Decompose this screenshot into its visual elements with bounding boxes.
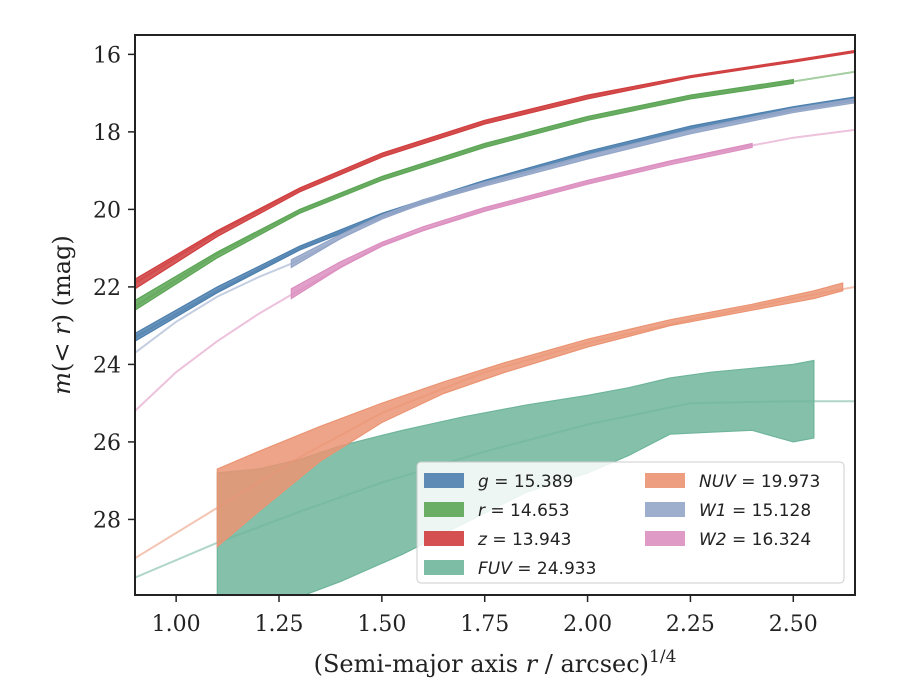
- legend-box: [416, 461, 845, 584]
- legend-swatch-nuv: [645, 473, 685, 488]
- legend-swatch-fuv: [424, 560, 464, 575]
- x-tick-label: 1.75: [460, 612, 509, 637]
- legend: g = 15.389 r = 14.653 z = 13.943 FUV = 24.9…: [416, 461, 845, 584]
- y-tick-label: 16: [93, 43, 121, 68]
- legend-label-w2: W2 = 16.324: [699, 530, 811, 550]
- y-tick-label: 20: [93, 198, 121, 223]
- legend-label-z: z = 13.943: [477, 530, 571, 550]
- legend-label-w1: W1 = 15.128: [699, 501, 811, 521]
- legend-swatch-z: [424, 531, 464, 546]
- legend-label-fuv: FUV = 24.933: [478, 559, 596, 579]
- x-tick-label: 1.50: [357, 612, 406, 637]
- plot-frame: [134, 34, 856, 596]
- series-w1-band: [290, 98, 855, 269]
- y-tick-label: 22: [93, 276, 121, 301]
- series-w1: [135, 98, 855, 354]
- x-tick-label: 2.00: [563, 612, 612, 637]
- x-tick-label: 1.25: [255, 612, 304, 637]
- legend-label-r: r = 14.653: [478, 501, 570, 521]
- series-g-band: [135, 96, 855, 342]
- x-axis: 1.00 1.25 1.50 1.75 2.00 2.25 2.50: [152, 595, 818, 637]
- y-axis-title: m(< r) (mag): [48, 235, 76, 395]
- legend-swatch-g: [424, 473, 464, 488]
- y-tick-label: 28: [93, 508, 121, 533]
- series-nuv-band: [216, 282, 844, 548]
- series-z: [135, 49, 855, 290]
- series-r: [135, 70, 855, 311]
- series-z-band: [135, 49, 855, 290]
- legend-label-g: g = 15.389: [478, 472, 573, 492]
- series-r-band: [135, 78, 794, 311]
- y-tick-label: 26: [93, 431, 121, 456]
- legend-label-nuv: NUV = 19.973: [699, 472, 820, 492]
- x-tick-label: 2.50: [769, 612, 818, 637]
- x-tick-label: 2.25: [666, 612, 715, 637]
- legend-swatch-w2: [645, 531, 685, 546]
- series-nuv: [135, 282, 855, 560]
- legend-swatch-w1: [645, 502, 685, 517]
- x-axis-title: (Semi-major axis r / arcsec)1/4: [314, 647, 677, 678]
- y-tick-label: 18: [93, 121, 121, 146]
- series-w2: [135, 128, 855, 412]
- series-w2-band: [290, 142, 753, 300]
- y-axis: 16 18 20 22 24 26 28: [93, 43, 135, 533]
- legend-swatch-r: [424, 502, 464, 517]
- y-tick-label: 24: [93, 353, 121, 378]
- x-tick-label: 1.00: [152, 612, 201, 637]
